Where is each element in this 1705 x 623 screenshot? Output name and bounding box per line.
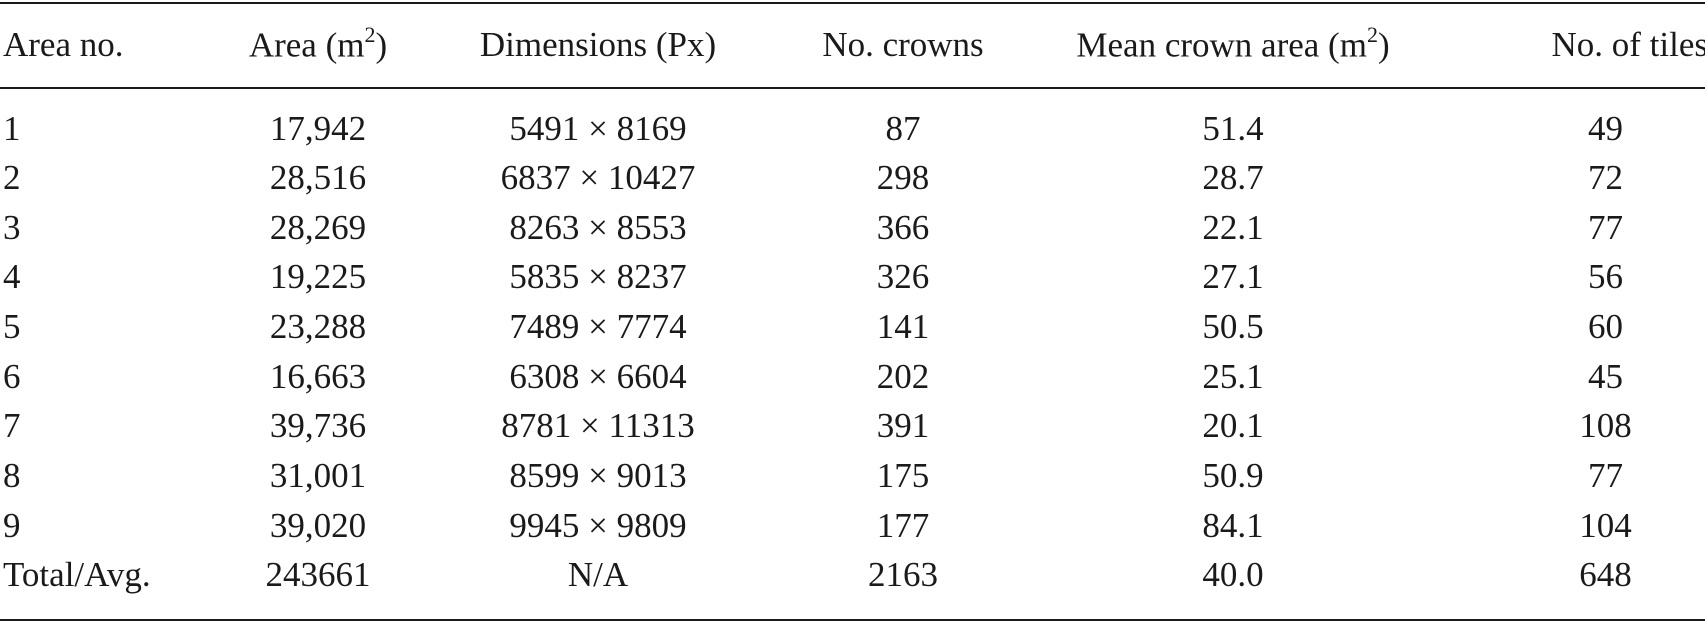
table-row: 7 39,736 8781 × 11313 391 20.1 108 [0, 401, 1705, 451]
header-no-crowns: No. crowns [822, 24, 984, 64]
cell-no-of-tiles: 60 [1588, 306, 1623, 346]
cell-mean-crown-area: 50.9 [1202, 455, 1264, 495]
cell-no-of-tiles: 72 [1588, 157, 1623, 197]
cell-no-crowns: 2163 [868, 555, 938, 595]
cell-area: 16,663 [269, 356, 367, 396]
cell-no-of-tiles: 77 [1588, 207, 1623, 247]
header-row: Area no. Area (m2) Dimensions (Px) No. c… [0, 0, 1705, 89]
cell-mean-crown-area: 25.1 [1202, 356, 1264, 396]
cell-area-no: Total/Avg. [3, 555, 151, 595]
cell-no-of-tiles: 108 [1579, 406, 1632, 446]
total-row: Total/Avg. 243661 N/A 2163 40.0 648 [0, 551, 1705, 601]
cell-area-no: 7 [3, 406, 21, 446]
table-row: 9 39,020 9945 × 9809 177 84.1 104 [0, 501, 1705, 551]
cell-area-no: 6 [3, 356, 21, 396]
header-area-no: Area no. [3, 24, 124, 64]
data-table: Area no. Area (m2) Dimensions (Px) No. c… [0, 0, 1705, 600]
cell-no-of-tiles: 49 [1588, 108, 1623, 148]
header-area: Area (m2) [248, 21, 388, 65]
cell-mean-crown-area: 22.1 [1202, 207, 1264, 247]
cell-no-of-tiles: 56 [1588, 257, 1623, 297]
table-row: 2 28,516 6837 × 10427 298 28.7 72 [0, 153, 1705, 203]
table-row: 8 31,001 8599 × 9013 175 50.9 77 [0, 451, 1705, 501]
table-row: 3 28,269 8263 × 8553 366 22.1 77 [0, 203, 1705, 253]
cell-dimensions: 5491 × 8169 [509, 108, 687, 148]
cell-no-crowns: 177 [876, 505, 930, 545]
cell-area: 28,516 [269, 157, 367, 197]
cell-no-of-tiles: 77 [1588, 455, 1623, 495]
cell-dimensions: 9945 × 9809 [509, 505, 687, 545]
cell-no-of-tiles: 104 [1579, 505, 1632, 545]
cell-area-no: 5 [3, 306, 21, 346]
cell-dimensions: 7489 × 7774 [509, 306, 687, 346]
cell-mean-crown-area: 84.1 [1202, 505, 1264, 545]
cell-dimensions: N/A [567, 555, 629, 595]
cell-mean-crown-area: 40.0 [1202, 555, 1264, 595]
cell-area-no: 9 [3, 505, 21, 545]
cell-dimensions: 8599 × 9013 [509, 455, 687, 495]
table-row: 1 17,942 5491 × 8169 87 51.4 49 [0, 89, 1705, 153]
cell-area: 17,942 [269, 108, 367, 148]
cell-no-crowns: 326 [876, 257, 930, 297]
cell-no-of-tiles: 648 [1579, 555, 1632, 595]
cell-area-no: 3 [3, 207, 21, 247]
table-row: 6 16,663 6308 × 6604 202 25.1 45 [0, 352, 1705, 402]
cell-dimensions: 5835 × 8237 [509, 257, 687, 297]
cell-mean-crown-area: 28.7 [1202, 157, 1264, 197]
table-body: 1 17,942 5491 × 8169 87 51.4 49 2 28,516 6837 × … [0, 89, 1705, 600]
cell-area: 39,020 [269, 505, 367, 545]
cell-mean-crown-area: 20.1 [1202, 406, 1264, 446]
header-no-of-tiles: No. of tiles [1551, 24, 1705, 64]
cell-no-crowns: 298 [876, 157, 930, 197]
cell-dimensions: 8781 × 11313 [501, 406, 695, 446]
cell-mean-crown-area: 50.5 [1202, 306, 1264, 346]
cell-area-no: 8 [3, 455, 21, 495]
cell-area: 243661 [265, 555, 371, 595]
cell-no-of-tiles: 45 [1588, 356, 1623, 396]
cell-dimensions: 8263 × 8553 [509, 207, 687, 247]
table-row: 5 23,288 7489 × 7774 141 50.5 60 [0, 302, 1705, 352]
cell-mean-crown-area: 51.4 [1202, 108, 1264, 148]
table-row: 4 19,225 5835 × 8237 326 27.1 56 [0, 252, 1705, 302]
table-header-rule [0, 87, 1705, 89]
cell-no-crowns: 202 [876, 356, 930, 396]
cell-area-no: 1 [3, 108, 21, 148]
cell-area: 19,225 [269, 257, 367, 297]
cell-no-crowns: 175 [876, 455, 930, 495]
cell-area: 31,001 [269, 455, 367, 495]
header-dimensions: Dimensions (Px) [479, 24, 717, 64]
cell-no-crowns: 141 [876, 306, 930, 346]
table-bottom-rule [0, 619, 1705, 621]
cell-area: 23,288 [269, 306, 367, 346]
cell-area-no: 4 [3, 257, 21, 297]
cell-no-crowns: 391 [876, 406, 930, 446]
table-top-rule [0, 2, 1705, 4]
cell-mean-crown-area: 27.1 [1202, 257, 1264, 297]
table-header: Area no. Area (m2) Dimensions (Px) No. c… [0, 0, 1705, 89]
cell-dimensions: 6308 × 6604 [509, 356, 687, 396]
header-mean-crown-area: Mean crown area (m2) [1076, 21, 1390, 65]
cell-area-no: 2 [3, 157, 21, 197]
cell-dimensions: 6837 × 10427 [500, 157, 696, 197]
cell-no-crowns: 366 [876, 207, 930, 247]
cell-area: 39,736 [269, 406, 367, 446]
cell-area: 28,269 [269, 207, 367, 247]
cell-no-crowns: 87 [885, 108, 921, 148]
